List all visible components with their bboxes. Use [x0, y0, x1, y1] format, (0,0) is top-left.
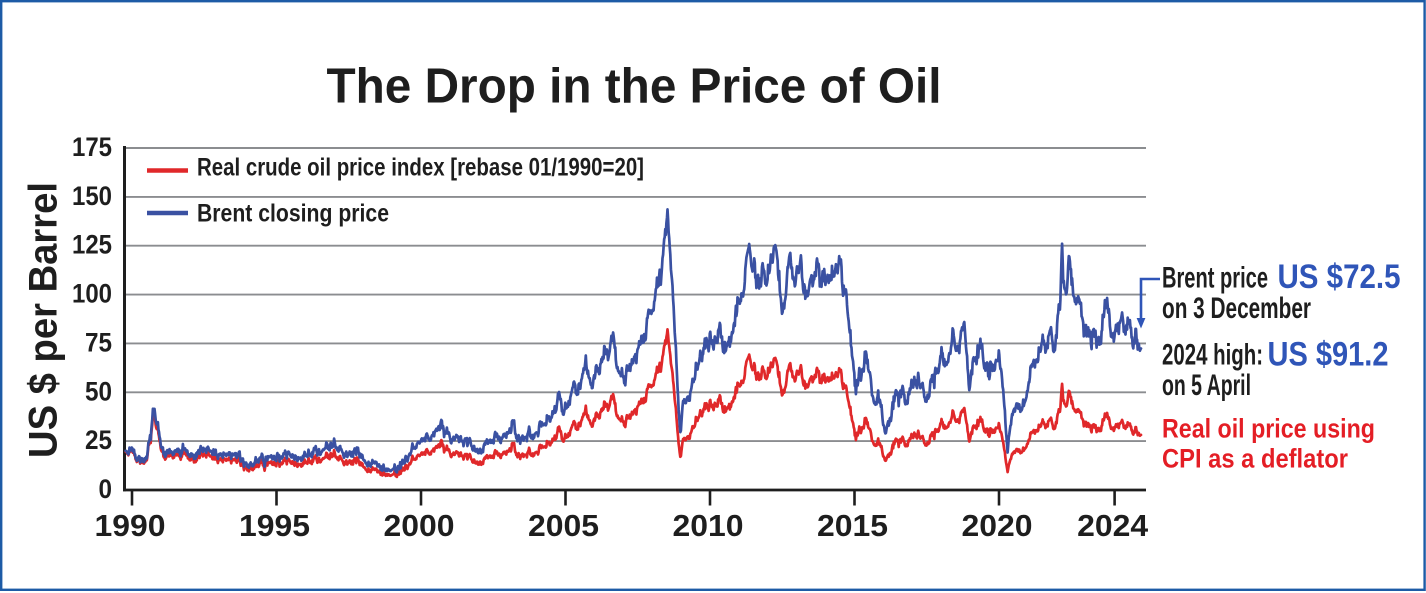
- svg-text:on 3 December: on 3 December: [1162, 292, 1311, 325]
- svg-text:2024: 2024: [1077, 509, 1148, 543]
- svg-text:on 5 April: on 5 April: [1162, 369, 1251, 402]
- svg-text:100: 100: [72, 279, 112, 309]
- svg-text:125: 125: [72, 230, 112, 260]
- svg-text:1990: 1990: [95, 509, 166, 543]
- svg-text:0: 0: [99, 474, 113, 504]
- svg-text:Real oil price using: Real oil price using: [1162, 414, 1375, 444]
- svg-text:US $ per Barrel: US $ per Barrel: [22, 182, 66, 458]
- svg-text:75: 75: [85, 327, 112, 357]
- svg-text:CPI as a deflator: CPI as a deflator: [1162, 444, 1348, 474]
- svg-text:US $91.2: US $91.2: [1268, 336, 1389, 374]
- svg-text:Real crude oil price index [re: Real crude oil price index [rebase 01/19…: [197, 154, 644, 182]
- svg-text:1995: 1995: [239, 509, 310, 543]
- svg-text:50: 50: [85, 376, 112, 406]
- svg-text:150: 150: [72, 181, 112, 211]
- svg-text:2010: 2010: [673, 509, 744, 543]
- svg-text:Brent price: Brent price: [1162, 262, 1268, 295]
- svg-text:175: 175: [72, 132, 112, 162]
- svg-text:2024 high:: 2024 high:: [1162, 339, 1263, 372]
- svg-text:2020: 2020: [962, 509, 1033, 543]
- svg-text:2000: 2000: [384, 509, 455, 543]
- svg-text:The Drop in the Price of Oil: The Drop in the Price of Oil: [327, 59, 942, 114]
- svg-text:25: 25: [85, 425, 112, 455]
- svg-text:Brent closing price: Brent closing price: [197, 200, 389, 228]
- svg-text:2015: 2015: [817, 509, 888, 543]
- svg-text:US $72.5: US $72.5: [1278, 258, 1401, 296]
- svg-text:2005: 2005: [528, 509, 599, 543]
